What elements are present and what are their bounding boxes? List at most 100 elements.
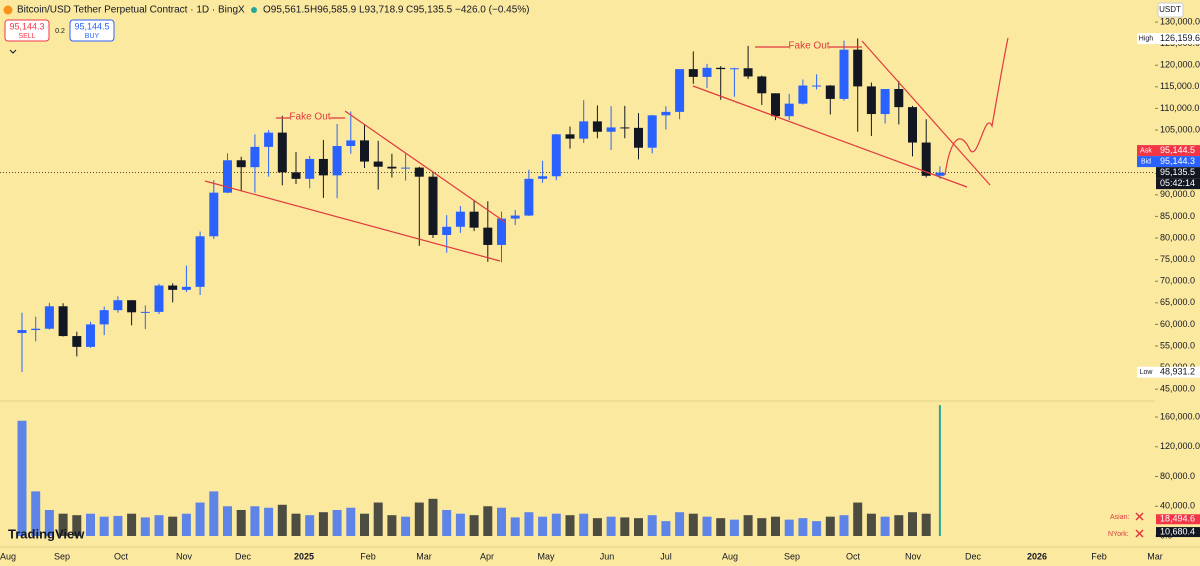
candle-body bbox=[565, 134, 575, 139]
candle-body bbox=[373, 161, 383, 167]
candle-body bbox=[154, 285, 164, 312]
sell-button[interactable] bbox=[4, 19, 50, 42]
candle-body bbox=[921, 142, 931, 176]
volume-bar bbox=[592, 518, 602, 537]
logo[interactable]: TradingView bbox=[8, 526, 85, 541]
volume-bar bbox=[784, 519, 794, 537]
candle-body bbox=[853, 49, 863, 87]
currency-box[interactable] bbox=[1157, 2, 1184, 18]
volume-bar bbox=[938, 405, 941, 537]
x-tick-label: Oct bbox=[846, 551, 861, 561]
volume-bar bbox=[524, 512, 534, 537]
volume-bar bbox=[908, 512, 917, 537]
candle-body bbox=[579, 121, 589, 139]
candle-body bbox=[729, 68, 739, 70]
candle-body bbox=[538, 176, 548, 179]
annotation-bg bbox=[789, 40, 829, 53]
volume-bar bbox=[414, 502, 424, 537]
price-tag-label: 95,135.5 bbox=[1160, 167, 1195, 177]
price-tag-label: 48,931.2 bbox=[1160, 367, 1195, 377]
candle-body bbox=[784, 103, 794, 117]
volume-bar bbox=[839, 515, 849, 537]
price-tag-name: High bbox=[1139, 35, 1154, 42]
candle-body bbox=[880, 88, 890, 115]
y-tick-label: 130,000.0 bbox=[1160, 16, 1200, 26]
trend-line bbox=[692, 85, 968, 188]
price-tag bbox=[1156, 33, 1200, 45]
trend-line bbox=[861, 40, 991, 186]
volume-bar bbox=[894, 515, 904, 537]
candle-body bbox=[346, 140, 356, 147]
buy-button[interactable] bbox=[69, 19, 115, 42]
annotation: Fake Out bbox=[289, 112, 330, 123]
candle-body bbox=[757, 76, 767, 94]
spread: 0.2 bbox=[55, 28, 65, 35]
candle-body bbox=[401, 167, 411, 169]
volume-bar bbox=[72, 515, 82, 537]
volume-bar bbox=[223, 506, 232, 537]
y-tick-label: 65,000.0 bbox=[1160, 297, 1195, 307]
volume-bar bbox=[127, 513, 137, 537]
currency: USDT bbox=[1159, 5, 1181, 14]
price-tag bbox=[1156, 366, 1200, 378]
candle-body bbox=[620, 127, 630, 129]
symbol-title[interactable]: Bitcoin/USD Tether Perpetual Contract · … bbox=[17, 5, 245, 16]
volume-bar bbox=[140, 517, 150, 537]
volume-bar bbox=[483, 506, 493, 537]
volume-bar bbox=[442, 509, 452, 537]
candle-body bbox=[428, 176, 438, 235]
price-tag-label: 95,144.5 bbox=[1160, 145, 1195, 155]
session-label: Asian: bbox=[1110, 514, 1130, 521]
candle-body bbox=[31, 328, 41, 331]
volume-bar bbox=[702, 516, 712, 537]
price-tag-name: Bid bbox=[1141, 158, 1151, 165]
price-tag-name-bg bbox=[1137, 366, 1156, 378]
volume-tick-label: 160,000.0 bbox=[1160, 411, 1200, 421]
volume-bar bbox=[99, 516, 109, 537]
price-tag bbox=[1156, 167, 1200, 179]
candle-body bbox=[318, 158, 328, 176]
price-tag-label: 126,159.6 bbox=[1160, 33, 1200, 43]
x-tick-label: Dec bbox=[235, 551, 252, 561]
candle-body bbox=[181, 286, 191, 290]
symbol-icon[interactable] bbox=[3, 5, 13, 15]
x-tick-label: Sep bbox=[784, 551, 800, 561]
annotation-bg bbox=[290, 111, 330, 124]
price-tag bbox=[1156, 156, 1200, 168]
x-tick-label: 2025 bbox=[294, 551, 314, 561]
volume-bar bbox=[332, 509, 342, 537]
candle-body bbox=[606, 127, 616, 132]
trend-line bbox=[204, 180, 501, 262]
volume-tag-label: 18,494.6 bbox=[1160, 514, 1195, 524]
volume-bar bbox=[168, 516, 178, 537]
session-icon[interactable] bbox=[1135, 512, 1144, 521]
candle-body bbox=[140, 311, 150, 313]
volume-bar bbox=[579, 513, 589, 537]
volume-bar bbox=[195, 502, 205, 537]
candle-body bbox=[277, 132, 287, 173]
session-label: NYork: bbox=[1108, 531, 1129, 538]
y-tick-label: 45,000.0 bbox=[1160, 384, 1195, 394]
candle-body bbox=[524, 178, 534, 216]
x-tick-label: Nov bbox=[176, 551, 193, 561]
y-tick-label: 85,000.0 bbox=[1160, 211, 1195, 221]
volume-bar bbox=[675, 512, 685, 537]
candle-body bbox=[675, 69, 685, 112]
buy-price: 95,144.5 bbox=[74, 21, 109, 31]
price-tag-name-bg bbox=[1137, 33, 1156, 45]
session-icon[interactable] bbox=[1135, 529, 1144, 538]
volume-bar bbox=[812, 521, 822, 537]
x-tick-label: Aug bbox=[0, 551, 16, 561]
candle-body bbox=[127, 300, 137, 313]
candle-body bbox=[455, 211, 465, 227]
volume-bar bbox=[360, 513, 369, 537]
collapse-chevron[interactable] bbox=[9, 49, 17, 54]
trend-line bbox=[344, 110, 506, 223]
candle-body bbox=[442, 226, 452, 235]
candle-body bbox=[592, 121, 602, 132]
y-tick-label: 70,000.0 bbox=[1160, 276, 1195, 286]
volume-tag bbox=[1156, 527, 1200, 538]
candle-body bbox=[236, 160, 246, 168]
drawings bbox=[204, 37, 1009, 262]
